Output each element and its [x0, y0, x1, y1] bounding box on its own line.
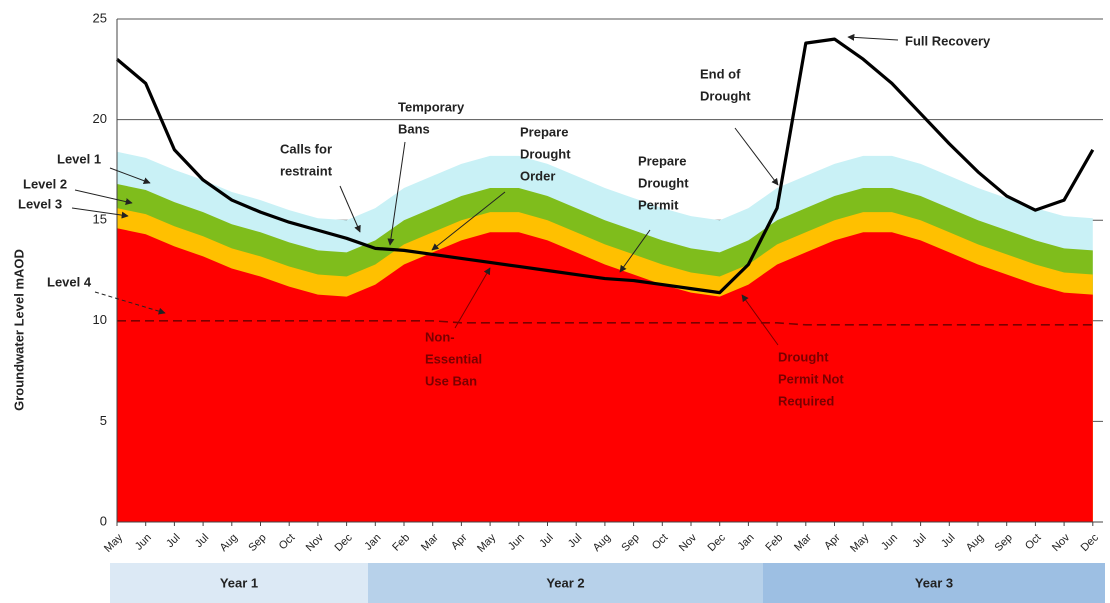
- annotation: Required: [778, 393, 834, 408]
- y-tick-label: 0: [100, 513, 107, 528]
- x-tick-label: Apr: [822, 531, 843, 552]
- level-label: Level 4: [47, 274, 92, 289]
- x-tick-label: Oct: [650, 532, 671, 553]
- x-tick-label: Feb: [763, 532, 785, 554]
- annotation: Essential: [425, 351, 482, 366]
- x-tick-label: Dec: [706, 531, 729, 554]
- y-axis-label: Groundwater Level mAOD: [11, 249, 26, 411]
- groundwater-line: [115, 37, 1095, 295]
- x-tick-label: Oct: [1023, 532, 1044, 553]
- annotation: Permit: [638, 197, 679, 212]
- y-tick-label: 5: [100, 413, 107, 428]
- level-label: Level 2: [23, 176, 67, 191]
- x-tick-label: Dec: [1079, 531, 1102, 554]
- level-label: Level 1: [57, 151, 101, 166]
- level-area: [117, 228, 1093, 523]
- year-label: Year 2: [546, 575, 584, 590]
- arrow: [619, 229, 651, 273]
- year-band: [110, 563, 368, 603]
- arrow: [71, 207, 129, 219]
- x-tick-label: Nov: [1050, 531, 1073, 554]
- x-tick-label: Apr: [449, 531, 470, 552]
- arrow: [74, 189, 133, 206]
- x-tick-label: Sep: [246, 532, 268, 554]
- x-tick-label: Jul: [566, 532, 584, 550]
- x-tick-label: Jun: [506, 532, 527, 553]
- annotation: Drought: [778, 349, 829, 364]
- arrow: [847, 33, 899, 41]
- annotation: Bans: [398, 121, 430, 136]
- year-label: Year 1: [220, 575, 258, 590]
- x-tick-label: Sep: [619, 532, 641, 554]
- annotation: restraint: [280, 163, 333, 178]
- arrow: [741, 294, 779, 346]
- arrow: [387, 141, 406, 246]
- x-tick-label: Mar: [419, 531, 441, 553]
- arrow: [431, 191, 506, 251]
- x-tick-label: Mar: [792, 531, 814, 553]
- x-tick-label: Aug: [964, 532, 986, 554]
- x-tick-label: Jul: [537, 532, 555, 550]
- arrow: [734, 127, 779, 186]
- annotation: Full Recovery: [905, 33, 991, 48]
- x-tick-label: Jun: [879, 532, 900, 553]
- level-4-line: [117, 320, 1093, 326]
- year-label: Year 3: [915, 575, 953, 590]
- x-tick-label: Jul: [939, 532, 957, 550]
- x-tick-label: Jul: [164, 532, 182, 550]
- x-tick-label: Jan: [736, 532, 757, 553]
- x-tick-label: Aug: [218, 532, 240, 554]
- annotation: Drought: [700, 88, 751, 103]
- annotation: Permit Not: [778, 371, 844, 386]
- x-tick-label: Nov: [677, 531, 700, 554]
- y-tick-label: 20: [93, 111, 107, 126]
- year-band: [368, 563, 763, 603]
- annotation: Drought: [638, 175, 689, 190]
- x-tick-label: May: [848, 531, 872, 555]
- x-tick-label: Jan: [362, 532, 383, 553]
- x-tick-label: Sep: [993, 532, 1015, 554]
- annotation: Prepare: [638, 153, 686, 168]
- arrow: [109, 167, 151, 185]
- annotation: Temporary: [398, 99, 465, 114]
- arrow: [94, 291, 166, 315]
- annotation: End of: [700, 66, 741, 81]
- annotation: Non-: [425, 329, 455, 344]
- annotation: Use Ban: [425, 373, 477, 388]
- y-tick-label: 10: [93, 312, 107, 327]
- x-tick-label: Nov: [304, 531, 327, 554]
- annotation: Calls for: [280, 141, 332, 156]
- y-tick-label: 15: [93, 212, 107, 227]
- annotation: Drought: [520, 146, 571, 161]
- x-tick-label: May: [102, 531, 126, 555]
- year-band: [763, 563, 1105, 603]
- x-tick-label: Jul: [910, 532, 928, 550]
- arrow: [339, 185, 361, 233]
- x-tick-label: Feb: [390, 532, 412, 554]
- x-tick-label: Jun: [133, 532, 154, 553]
- x-tick-label: Oct: [277, 532, 298, 553]
- annotation: Order: [520, 168, 555, 183]
- annotation: Prepare: [520, 124, 568, 139]
- x-tick-label: Jul: [193, 532, 211, 550]
- y-tick-label: 25: [93, 10, 107, 25]
- level-label: Level 3: [18, 196, 62, 211]
- x-tick-label: Aug: [591, 532, 613, 554]
- x-tick-label: May: [475, 531, 499, 555]
- arrow: [454, 267, 491, 329]
- x-tick-label: Dec: [332, 531, 355, 554]
